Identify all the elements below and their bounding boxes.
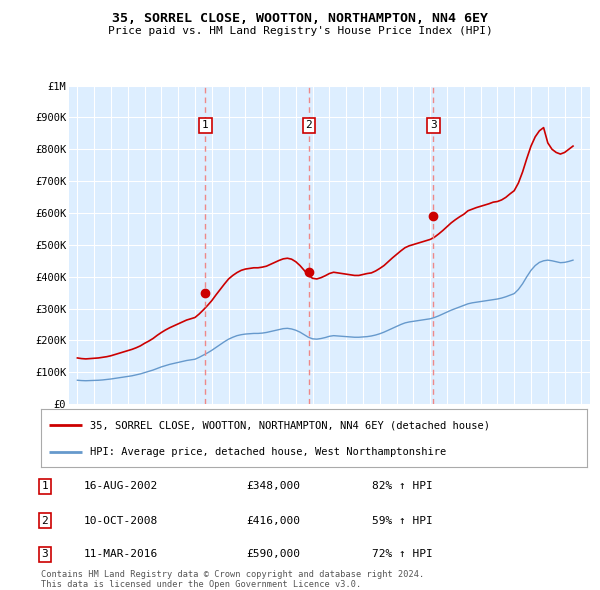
Text: HPI: Average price, detached house, West Northamptonshire: HPI: Average price, detached house, West… (90, 447, 446, 457)
Text: 2: 2 (41, 516, 49, 526)
Text: 82% ↑ HPI: 82% ↑ HPI (372, 481, 433, 491)
Text: 2: 2 (305, 120, 312, 130)
Text: 59% ↑ HPI: 59% ↑ HPI (372, 516, 433, 526)
Text: 35, SORREL CLOSE, WOOTTON, NORTHAMPTON, NN4 6EY (detached house): 35, SORREL CLOSE, WOOTTON, NORTHAMPTON, … (90, 420, 490, 430)
Text: Price paid vs. HM Land Registry's House Price Index (HPI): Price paid vs. HM Land Registry's House … (107, 26, 493, 36)
Text: 3: 3 (430, 120, 437, 130)
Text: £590,000: £590,000 (246, 549, 300, 559)
Text: £348,000: £348,000 (246, 481, 300, 491)
Text: 16-AUG-2002: 16-AUG-2002 (84, 481, 158, 491)
Text: 1: 1 (202, 120, 209, 130)
Text: 11-MAR-2016: 11-MAR-2016 (84, 549, 158, 559)
Text: 72% ↑ HPI: 72% ↑ HPI (372, 549, 433, 559)
Text: 3: 3 (41, 549, 49, 559)
Text: £416,000: £416,000 (246, 516, 300, 526)
Text: 10-OCT-2008: 10-OCT-2008 (84, 516, 158, 526)
Text: 1: 1 (41, 481, 49, 491)
Text: Contains HM Land Registry data © Crown copyright and database right 2024.
This d: Contains HM Land Registry data © Crown c… (41, 570, 424, 589)
Text: 35, SORREL CLOSE, WOOTTON, NORTHAMPTON, NN4 6EY: 35, SORREL CLOSE, WOOTTON, NORTHAMPTON, … (112, 12, 488, 25)
